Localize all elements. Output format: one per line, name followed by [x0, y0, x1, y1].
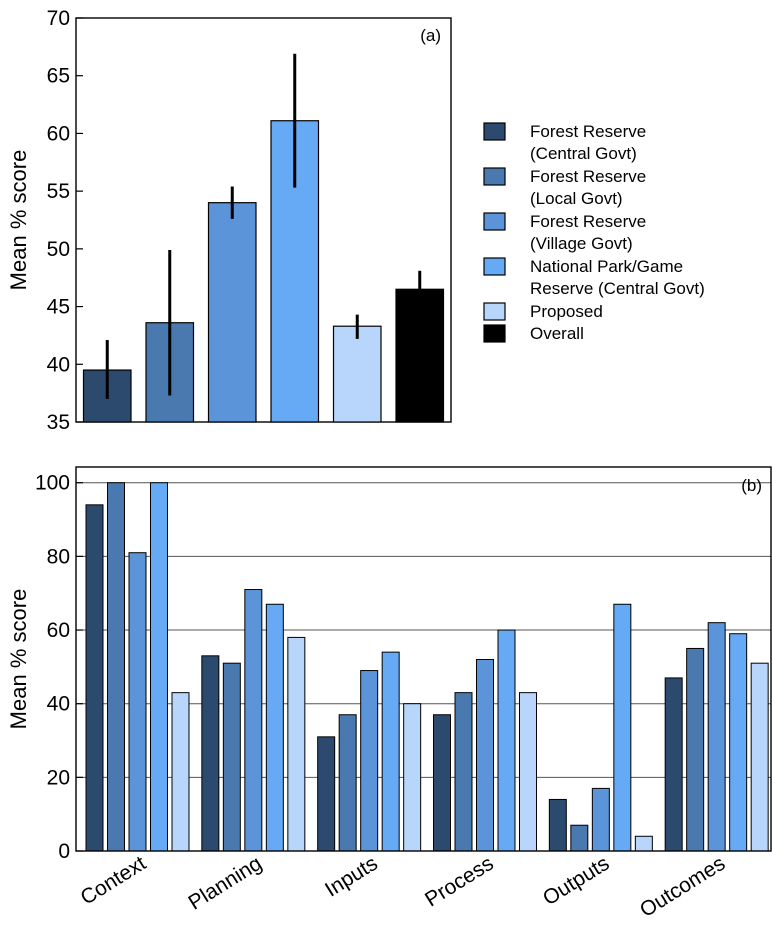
panel-b-y-axis-label: Mean % score [6, 589, 31, 730]
panel-a-label: (a) [420, 26, 441, 45]
legend-swatch [483, 122, 506, 141]
bar-b-inputs-5 [403, 703, 422, 852]
bar-b-outcomes-3 [707, 622, 726, 852]
tick-label: 100 [35, 472, 70, 495]
legend: Forest Reserve (Central Govt) Forest Reser… [483, 122, 705, 343]
legend-label: (Local Govt) [530, 189, 623, 208]
legend-label: Forest Reserve [530, 212, 646, 231]
panel-a-y-axis-label: Mean % score [6, 150, 31, 291]
panel-a-error-bars [105, 53, 422, 399]
bar-a-5 [332, 325, 382, 423]
tick-label: 60 [47, 122, 70, 145]
tick-label: 55 [47, 180, 70, 203]
x-category-label: Outputs [539, 852, 614, 910]
panel-b-gridlines [76, 482, 771, 778]
bar-b-planning-3 [244, 589, 263, 852]
legend-swatch [483, 324, 506, 343]
legend-swatch [483, 212, 506, 231]
bar-a-6 [395, 288, 445, 423]
panel-b-frame [75, 466, 772, 852]
legend-swatch [483, 257, 506, 276]
bar-b-context-1 [85, 504, 104, 852]
legend-swatch [483, 302, 506, 321]
x-category-label: Planning [184, 852, 266, 915]
legend-label: Forest Reserve [530, 167, 646, 186]
bar-b-outputs-2 [570, 824, 589, 852]
legend-label: Overall [530, 324, 584, 343]
panel-a-chart: 35 40 45 50 55 60 65 70 (a) Mean % score [6, 7, 452, 434]
panel-b-bars [85, 482, 769, 852]
bar-b-planning-4 [265, 603, 284, 852]
tick-label: 80 [47, 545, 70, 568]
bar-b-planning-2 [222, 662, 241, 852]
legend-label: (Central Govt) [530, 144, 637, 163]
legend-label: Forest Reserve [530, 122, 646, 141]
panel-a-y-axis: 35 40 45 50 55 60 65 70 [47, 7, 83, 434]
legend-label: Proposed [530, 302, 603, 321]
tick-label: 65 [47, 65, 70, 88]
tick-label: 60 [47, 619, 70, 642]
x-category-label: Outcomes [636, 852, 729, 922]
bar-b-process-2 [454, 692, 473, 852]
tick-label: 40 [47, 353, 70, 376]
bar-b-process-5 [519, 692, 537, 852]
bar-b-outputs-1 [548, 798, 567, 852]
bar-b-inputs-1 [317, 736, 336, 852]
tick-label: 35 [47, 411, 70, 434]
bar-b-planning-1 [201, 655, 220, 852]
x-category-label: Inputs [321, 852, 382, 902]
bar-b-outcomes-5 [750, 662, 769, 852]
bar-b-inputs-4 [381, 651, 400, 852]
panel-b-chart: 0 20 40 60 80 100 Context Planning Inputs Proces… [6, 466, 772, 922]
bar-b-inputs-2 [338, 714, 357, 852]
bar-b-outputs-3 [591, 787, 610, 852]
bar-b-planning-5 [287, 636, 306, 852]
panel-b-background [76, 467, 771, 851]
tick-label: 0 [58, 840, 70, 863]
tick-label: 70 [47, 7, 70, 30]
bar-b-outputs-4 [613, 603, 632, 852]
bar-b-process-1 [433, 714, 451, 852]
tick-label: 40 [47, 693, 70, 716]
bar-b-context-3 [128, 552, 147, 852]
bar-b-process-4 [497, 629, 516, 852]
panel-a-frame [75, 17, 452, 423]
bar-b-context-2 [107, 482, 125, 852]
tick-label: 20 [47, 766, 70, 789]
x-category-label: Process [421, 852, 498, 912]
bar-b-outcomes-1 [664, 677, 683, 852]
panel-b-y-axis: 0 20 40 60 80 100 [35, 472, 83, 863]
tick-label: 50 [47, 238, 70, 261]
legend-label: National Park/Game [530, 257, 683, 276]
bar-a-3 [207, 202, 257, 423]
bar-b-outputs-5 [634, 835, 653, 852]
bar-b-outcomes-4 [729, 633, 748, 852]
x-category-label: Context [77, 852, 151, 910]
panel-b-label: (b) [741, 476, 762, 495]
legend-label: (Village Govt) [530, 234, 633, 253]
bar-b-inputs-3 [360, 670, 379, 852]
bar-b-outcomes-2 [686, 647, 705, 852]
bar-b-context-5 [171, 692, 190, 852]
bar-b-process-3 [476, 659, 494, 852]
bar-b-context-4 [150, 482, 168, 852]
tick-label: 45 [47, 296, 70, 319]
legend-swatch [483, 167, 506, 186]
legend-label: Reserve (Central Govt) [530, 279, 705, 298]
panel-b-x-axis: Context Planning Inputs Process Outputs Outco… [77, 852, 730, 922]
